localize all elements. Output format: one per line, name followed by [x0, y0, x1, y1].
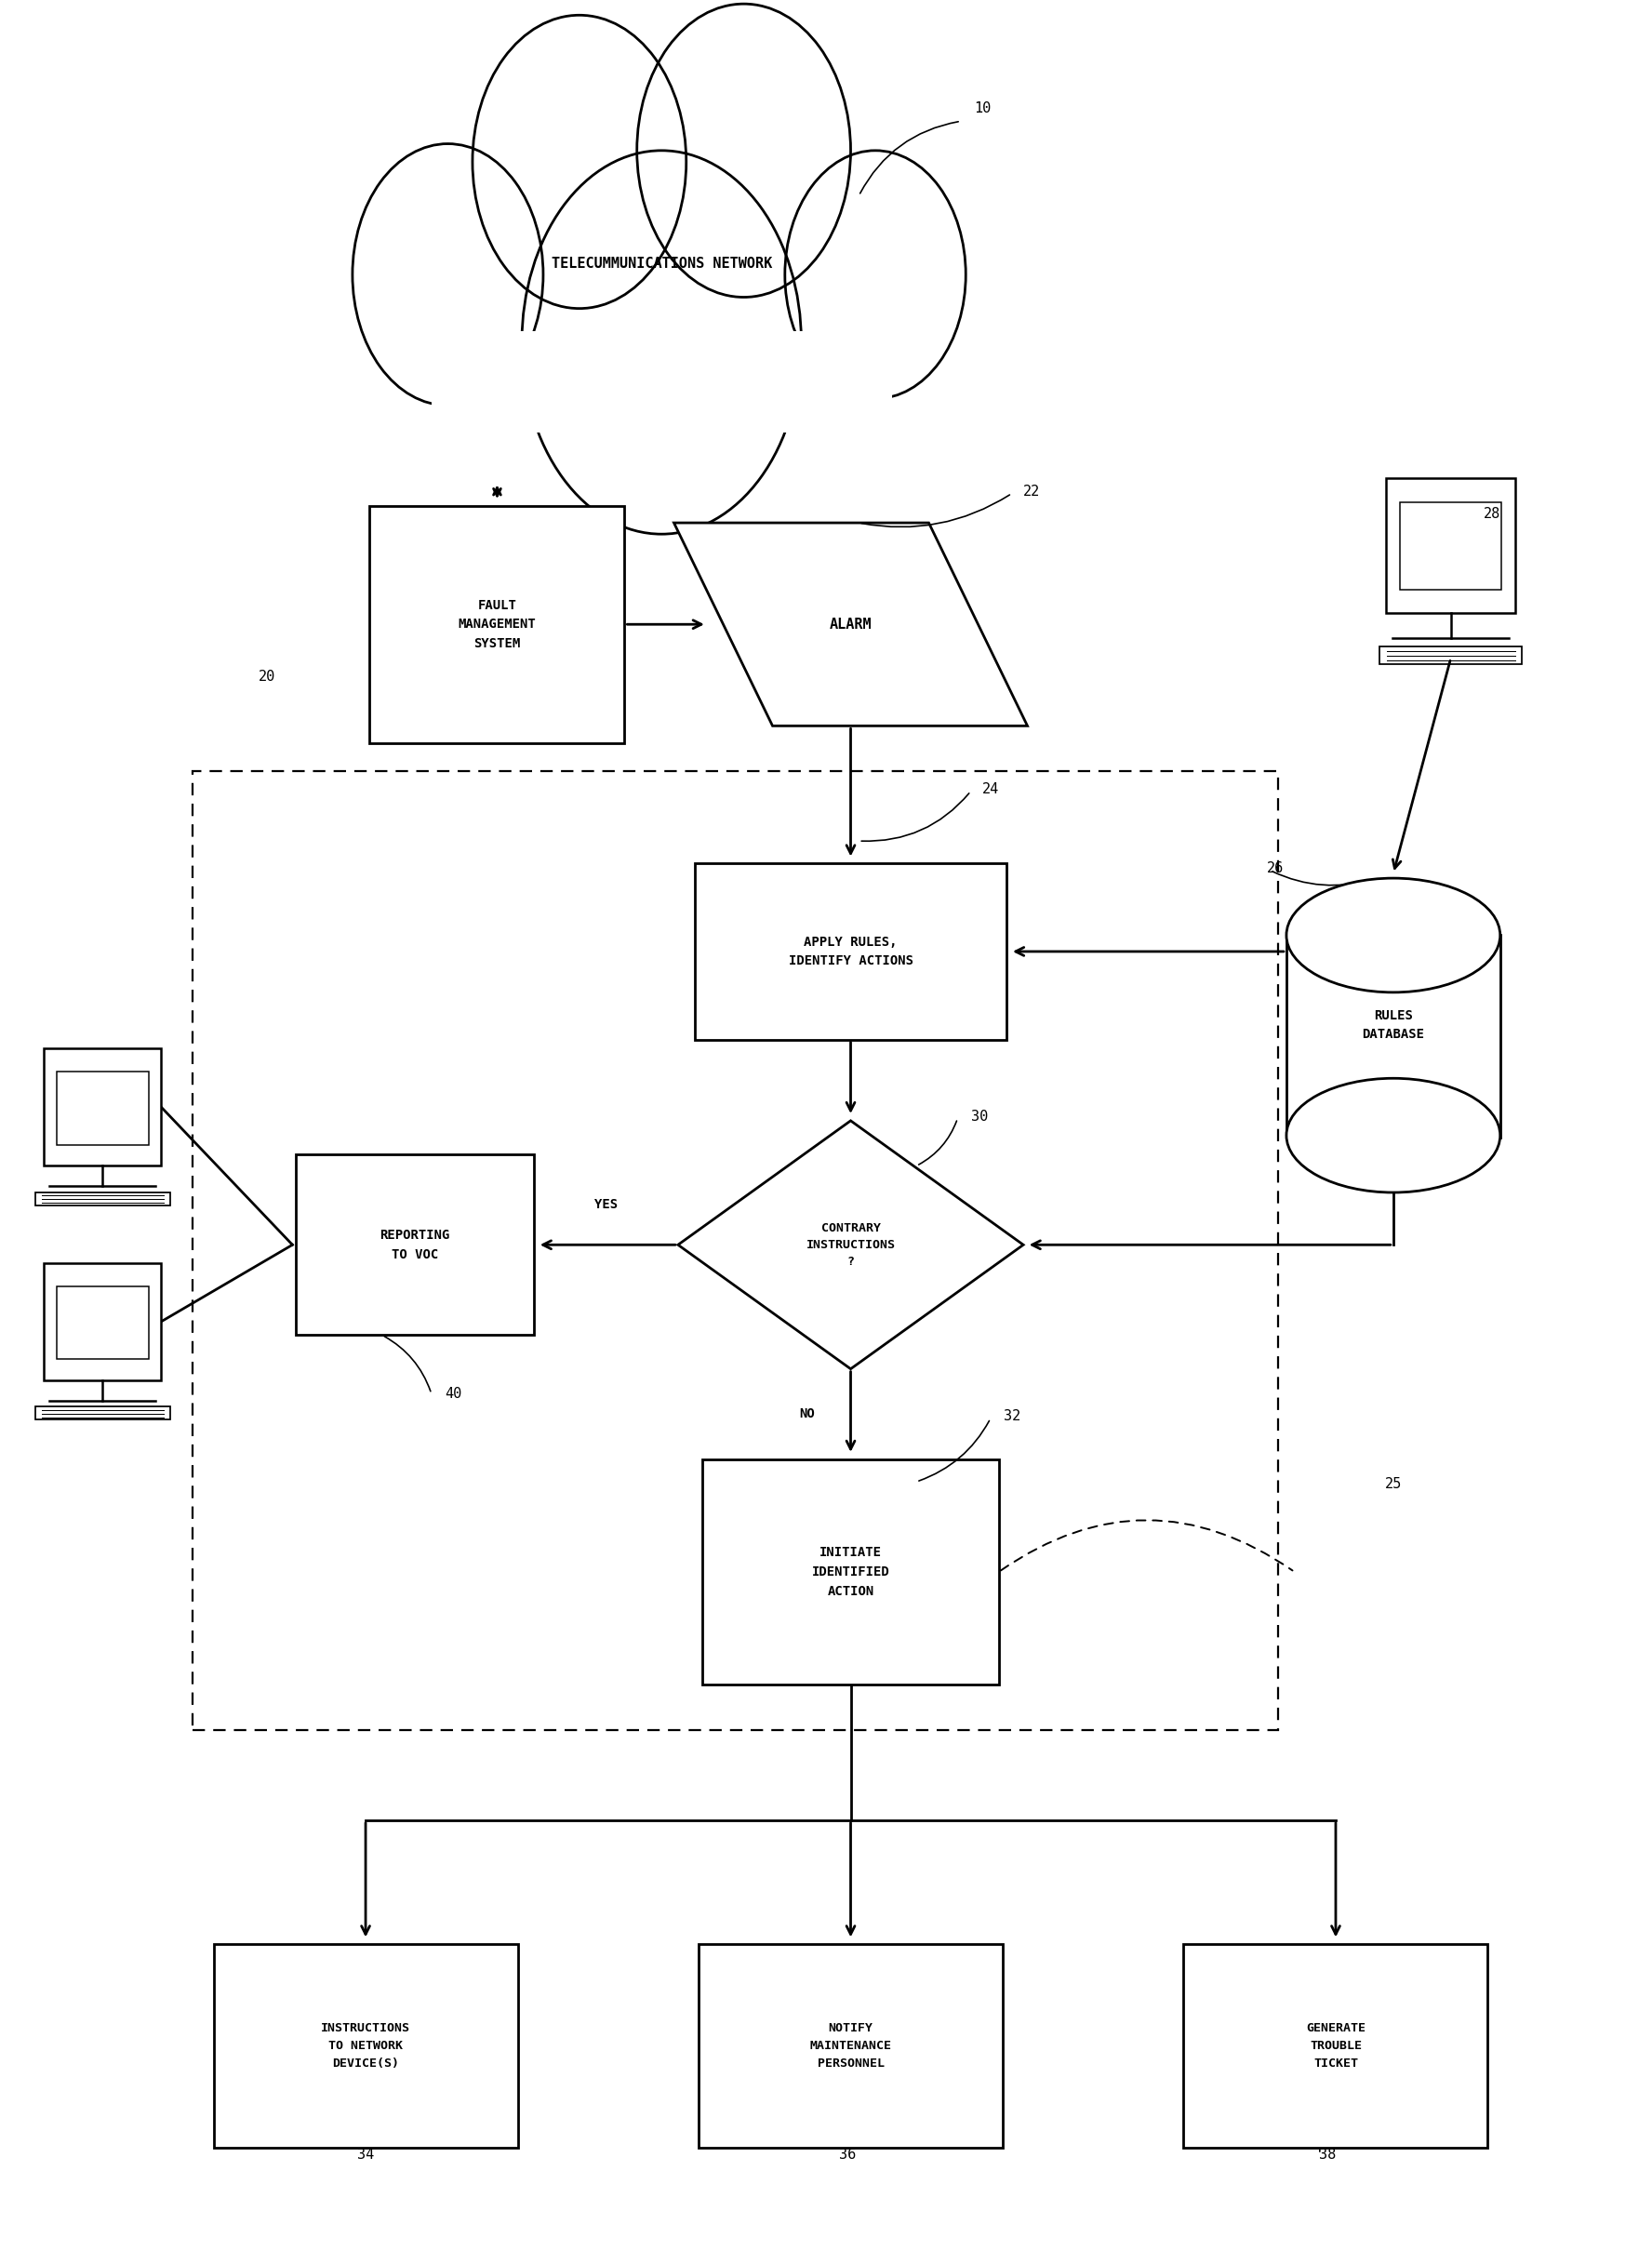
Text: FAULT
MANAGEMENT
SYSTEM: FAULT MANAGEMENT SYSTEM	[458, 598, 537, 650]
Bar	[213, 1945, 517, 2146]
Text: 36: 36	[839, 2149, 856, 2162]
Bar	[193, 772, 1279, 1730]
Polygon shape	[677, 1121, 1023, 1370]
Bar	[431, 331, 892, 432]
Text: 38: 38	[1320, 2149, 1336, 2162]
Bar	[702, 1460, 999, 1684]
Bar	[1386, 478, 1515, 614]
Polygon shape	[674, 523, 1028, 727]
Text: 32: 32	[1003, 1410, 1021, 1424]
Bar	[370, 505, 624, 743]
Text: NO: NO	[800, 1408, 814, 1420]
Circle shape	[785, 149, 966, 398]
Bar	[43, 1048, 162, 1166]
Circle shape	[522, 149, 801, 534]
Ellipse shape	[1287, 1078, 1500, 1193]
Text: INITIATE
IDENTIFIED
ACTION: INITIATE IDENTIFIED ACTION	[811, 1546, 890, 1598]
Text: 26: 26	[1267, 860, 1284, 876]
Text: INSTRUCTIONS
TO NETWORK
DEVICE(S): INSTRUCTIONS TO NETWORK DEVICE(S)	[320, 2022, 410, 2069]
Text: CONTRARY
INSTRUCTIONS
?: CONTRARY INSTRUCTIONS ?	[806, 1223, 895, 1268]
Bar	[694, 863, 1006, 1039]
Text: APPLY RULES,
IDENTIFY ACTIONS: APPLY RULES, IDENTIFY ACTIONS	[788, 935, 914, 967]
Text: 34: 34	[357, 2149, 375, 2162]
Bar	[1290, 935, 1497, 1132]
Text: NOTIFY
MAINTENANCE
PERSONNEL: NOTIFY MAINTENANCE PERSONNEL	[809, 2022, 892, 2069]
Text: 28: 28	[1483, 507, 1500, 521]
Text: 10: 10	[975, 102, 991, 115]
Bar	[56, 1071, 149, 1146]
Text: TELECUMMUNICATIONS NETWORK: TELECUMMUNICATIONS NETWORK	[552, 256, 771, 269]
Bar	[296, 1155, 534, 1336]
Text: 22: 22	[1023, 484, 1041, 498]
Text: YES: YES	[595, 1198, 618, 1211]
Bar	[56, 1286, 149, 1358]
Bar	[1379, 648, 1521, 663]
Bar	[1401, 503, 1502, 591]
Text: 24: 24	[983, 783, 999, 797]
Text: 20: 20	[259, 670, 276, 684]
Bar	[1183, 1945, 1488, 2146]
Text: 30: 30	[971, 1109, 988, 1123]
Text: 25: 25	[1384, 1478, 1403, 1492]
Text: 40: 40	[444, 1388, 461, 1401]
Text: REPORTING
TO VOC: REPORTING TO VOC	[380, 1229, 449, 1261]
Bar	[35, 1193, 170, 1204]
Bar	[43, 1263, 162, 1381]
Text: RULES
DATABASE: RULES DATABASE	[1363, 1010, 1424, 1041]
Circle shape	[352, 143, 544, 405]
Circle shape	[638, 5, 851, 297]
Text: ALARM: ALARM	[829, 618, 872, 632]
Circle shape	[472, 16, 686, 308]
Text: GENERATE
TROUBLE
TICKET: GENERATE TROUBLE TICKET	[1307, 2022, 1366, 2069]
Bar	[1287, 935, 1500, 1137]
Bar	[35, 1406, 170, 1420]
Bar	[699, 1945, 1003, 2146]
Ellipse shape	[1287, 878, 1500, 992]
